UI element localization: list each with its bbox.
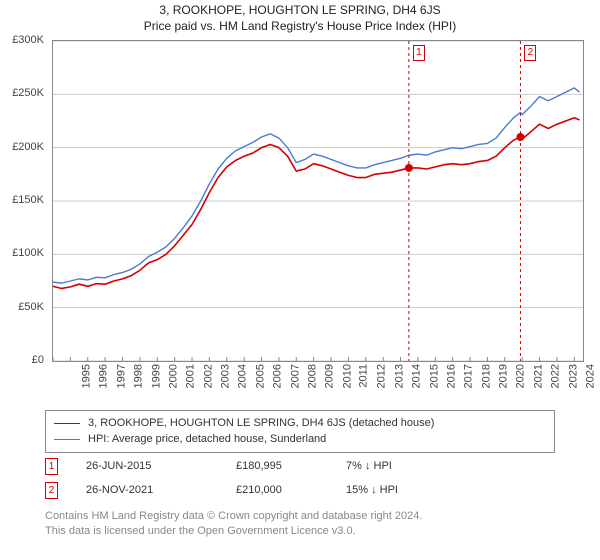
x-tick-label: 2017 bbox=[463, 364, 475, 388]
sale-marker-dot-2 bbox=[516, 133, 524, 141]
x-tick-label: 2007 bbox=[289, 364, 301, 388]
x-tick-label: 2020 bbox=[515, 364, 527, 388]
chart-plot-area: 12 bbox=[52, 40, 584, 362]
footer-line-1: Contains HM Land Registry data © Crown c… bbox=[45, 509, 565, 524]
y-tick-label: £0 bbox=[32, 354, 44, 366]
y-tick-label: £300K bbox=[12, 34, 44, 46]
x-tick-label: 2013 bbox=[393, 364, 405, 388]
x-tick-label: 2005 bbox=[254, 364, 266, 388]
sale-marker-box-1: 1 bbox=[413, 45, 425, 61]
sale-price-2: £210,000 bbox=[236, 484, 346, 496]
sale-price-1: £180,995 bbox=[236, 460, 346, 472]
legend-item-hpi: HPI: Average price, detached house, Sund… bbox=[54, 431, 546, 447]
x-tick-label: 1998 bbox=[133, 364, 145, 388]
legend-label-hpi: HPI: Average price, detached house, Sund… bbox=[88, 433, 326, 445]
x-tick-label: 2008 bbox=[306, 364, 318, 388]
x-tick-label: 2000 bbox=[167, 364, 179, 388]
y-tick-label: £100K bbox=[12, 247, 44, 259]
x-tick-label: 2001 bbox=[185, 364, 197, 388]
x-tick-label: 2021 bbox=[532, 364, 544, 388]
x-tick-label: 2002 bbox=[202, 364, 214, 388]
x-tick-label: 2016 bbox=[445, 364, 457, 388]
x-tick-label: 2009 bbox=[324, 364, 336, 388]
x-tick-label: 2010 bbox=[341, 364, 353, 388]
x-tick-label: 2006 bbox=[272, 364, 284, 388]
y-tick-label: £250K bbox=[12, 87, 44, 99]
sale-date-2: 26-NOV-2021 bbox=[86, 484, 236, 496]
legend-item-subject: 3, ROOKHOPE, HOUGHTON LE SPRING, DH4 6JS… bbox=[54, 415, 546, 431]
x-tick-label: 2011 bbox=[358, 364, 370, 388]
x-tick-label: 2015 bbox=[428, 364, 440, 388]
footer-line-2: This data is licensed under the Open Gov… bbox=[45, 524, 565, 539]
x-tick-label: 2024 bbox=[584, 364, 596, 388]
x-tick-label: 1996 bbox=[98, 364, 110, 388]
x-axis-labels: 1995 1996 1997 1998 1999 2000 2001 2002 2003 2004… bbox=[52, 362, 582, 408]
sale-row-2: 2 26-NOV-2021 £210,000 15% ↓ HPI bbox=[45, 478, 565, 502]
chart-title: 3, ROOKHOPE, HOUGHTON LE SPRING, DH4 6JS… bbox=[0, 2, 600, 34]
sales-list: 1 26-JUN-2015 £180,995 7% ↓ HPI 2 26-NOV… bbox=[45, 454, 565, 502]
sale-marker-box-2: 2 bbox=[524, 45, 536, 61]
x-tick-label: 2019 bbox=[498, 364, 510, 388]
chart-title-line1: 3, ROOKHOPE, HOUGHTON LE SPRING, DH4 6JS bbox=[0, 2, 600, 18]
x-tick-label: 1999 bbox=[150, 364, 162, 388]
legend-label-subject: 3, ROOKHOPE, HOUGHTON LE SPRING, DH4 6JS… bbox=[88, 417, 434, 429]
sale-date-1: 26-JUN-2015 bbox=[86, 460, 236, 472]
x-tick-label: 2023 bbox=[567, 364, 579, 388]
sale-index-box-2: 2 bbox=[45, 482, 58, 499]
x-tick-label: 2012 bbox=[376, 364, 388, 388]
y-tick-label: £50K bbox=[18, 301, 44, 313]
footer-attribution: Contains HM Land Registry data © Crown c… bbox=[45, 509, 565, 539]
y-axis-labels: £0£50K£100K£150K£200K£250K£300K bbox=[0, 40, 48, 360]
sale-delta-1: 7% ↓ HPI bbox=[346, 460, 486, 472]
chart-svg bbox=[53, 41, 583, 361]
x-tick-label: 2018 bbox=[480, 364, 492, 388]
x-tick-label: 2014 bbox=[411, 364, 423, 388]
y-tick-label: £150K bbox=[12, 194, 44, 206]
chart-title-line2: Price paid vs. HM Land Registry's House … bbox=[0, 18, 600, 34]
legend-swatch-subject bbox=[54, 423, 80, 424]
sale-index-box-1: 1 bbox=[45, 458, 58, 475]
x-tick-label: 2004 bbox=[237, 364, 249, 388]
y-tick-label: £200K bbox=[12, 141, 44, 153]
sale-marker-dot-1 bbox=[405, 164, 413, 172]
x-tick-label: 2022 bbox=[550, 364, 562, 388]
x-tick-label: 1995 bbox=[80, 364, 92, 388]
sale-delta-2: 15% ↓ HPI bbox=[346, 484, 486, 496]
sale-row-1: 1 26-JUN-2015 £180,995 7% ↓ HPI bbox=[45, 454, 565, 478]
x-tick-label: 2003 bbox=[220, 364, 232, 388]
x-tick-label: 1997 bbox=[115, 364, 127, 388]
chart-legend: 3, ROOKHOPE, HOUGHTON LE SPRING, DH4 6JS… bbox=[45, 410, 555, 453]
series-line-subject bbox=[53, 118, 580, 289]
legend-swatch-hpi bbox=[54, 439, 80, 440]
